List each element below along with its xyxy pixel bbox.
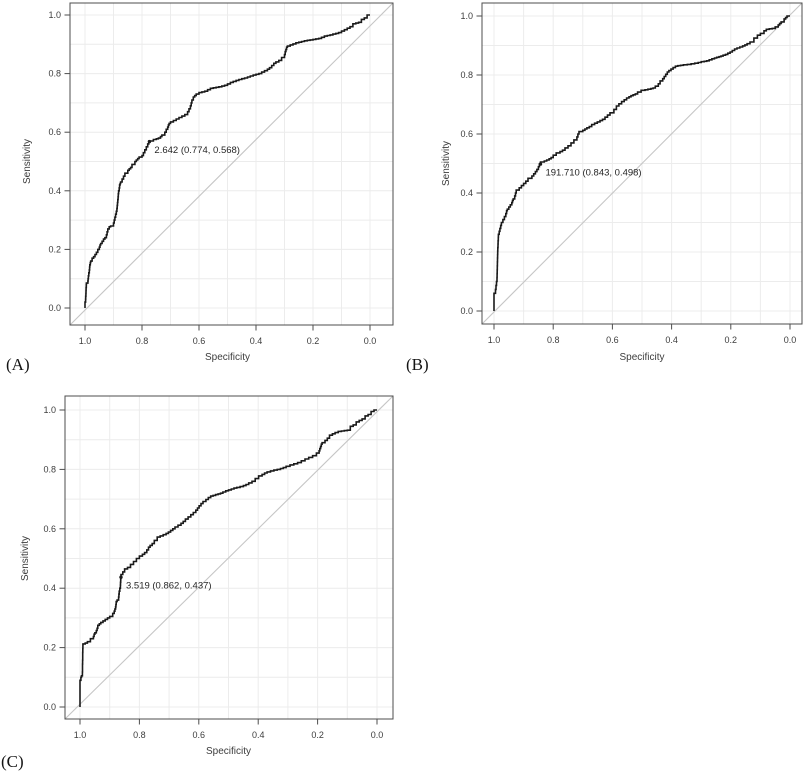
panel-letter-a: (A): [6, 355, 30, 374]
roc-panel-a: 2.642 (0.774, 0.568) 1.0 0.8 0.6 0.4 0.2 0.0 0.…: [0, 0, 403, 386]
plot-frame: [481, 2, 803, 325]
roc-panel-b: 191.710 (0.843, 0.498) 1.0 0.8 0.6 0.4 0.2 0.0…: [403, 0, 806, 386]
y-tick-label: 0.2: [43, 643, 56, 653]
y-tick-label: 0.8: [460, 70, 473, 80]
panel-letter-b: (B): [406, 355, 429, 374]
x-tick-label: 0.4: [665, 335, 678, 345]
plot-frame: [64, 395, 394, 720]
y-tick-label: 0.2: [48, 244, 61, 254]
y-tick-label: 0.4: [43, 583, 56, 593]
x-axis-title: Specificity: [619, 352, 664, 363]
y-tick-label: 0.6: [48, 127, 61, 137]
x-tick-label: 0.8: [547, 335, 560, 345]
roc-curve: [493, 15, 790, 311]
y-tick-label: 0.4: [48, 186, 61, 196]
y-tick-label: 0.6: [43, 524, 56, 534]
roc-panel-c: 3.519 (0.862, 0.437) 1.0 0.8 0.6 0.4 0.2 0.0 0.…: [0, 386, 403, 772]
y-tick-label: 0.0: [460, 306, 473, 316]
plot-frame: [69, 2, 394, 326]
y-tick-label: 0.4: [460, 188, 473, 198]
y-tick-label: 1.0: [48, 10, 61, 20]
roc-curve: [84, 14, 370, 308]
x-tick-label: 0.0: [371, 730, 384, 740]
y-tick-label: 0.0: [48, 303, 61, 313]
threshold-point: [119, 575, 123, 579]
x-tick-label: 0.0: [784, 335, 797, 345]
threshold-point: [147, 139, 152, 144]
threshold-annotation: 191.710 (0.843, 0.498): [545, 168, 641, 179]
y-tick-label: 0.8: [48, 69, 61, 79]
x-axis-title: Specificity: [205, 352, 250, 363]
roc-chart-b: 191.710 (0.843, 0.498) 1.0 0.8 0.6 0.4 0.2 0.0…: [441, 2, 803, 363]
threshold-point: [538, 162, 543, 166]
diagonal-reference-line: [69, 2, 394, 326]
x-tick-label: 0.0: [364, 336, 377, 346]
x-tick-label: 1.0: [79, 336, 92, 346]
panel-letter-c: (C): [1, 752, 24, 771]
y-tick-label: 1.0: [460, 11, 473, 21]
y-tick-label: 1.0: [43, 405, 56, 415]
y-tick-label: 0.8: [43, 464, 56, 474]
diagonal-reference-line: [64, 395, 394, 720]
x-tick-label: 1.0: [488, 335, 501, 345]
threshold-annotation: 3.519 (0.862, 0.437): [126, 581, 212, 592]
x-tick-label: 0.6: [193, 336, 206, 346]
y-tick-label: 0.6: [460, 129, 473, 139]
x-tick-label: 0.8: [133, 730, 146, 740]
y-axis-title: Sensitivity: [441, 141, 452, 186]
x-tick-label: 0.8: [136, 336, 149, 346]
x-axis-title: Specificity: [206, 746, 251, 757]
x-tick-label: 0.4: [252, 730, 265, 740]
y-axis-title: Sensitivity: [22, 139, 33, 184]
x-tick-label: 0.2: [725, 335, 738, 345]
threshold-annotation: 2.642 (0.774, 0.568): [154, 145, 240, 156]
y-axis-title: Sensitivity: [20, 536, 31, 581]
roc-curve: [79, 409, 377, 707]
x-tick-label: 0.4: [250, 336, 263, 346]
diagonal-reference-line: [481, 2, 803, 325]
x-tick-label: 0.2: [311, 730, 324, 740]
y-tick-label: 0.0: [43, 702, 56, 712]
x-tick-label: 0.2: [307, 336, 320, 346]
roc-chart-a: 2.642 (0.774, 0.568) 1.0 0.8 0.6 0.4 0.2 0.0 0.…: [22, 2, 394, 363]
x-tick-label: 0.6: [606, 335, 619, 345]
y-tick-label: 0.2: [460, 247, 473, 257]
x-tick-label: 1.0: [74, 730, 87, 740]
x-tick-label: 0.6: [193, 730, 206, 740]
roc-chart-c: 3.519 (0.862, 0.437) 1.0 0.8 0.6 0.4 0.2 0.0 0.…: [20, 395, 394, 757]
